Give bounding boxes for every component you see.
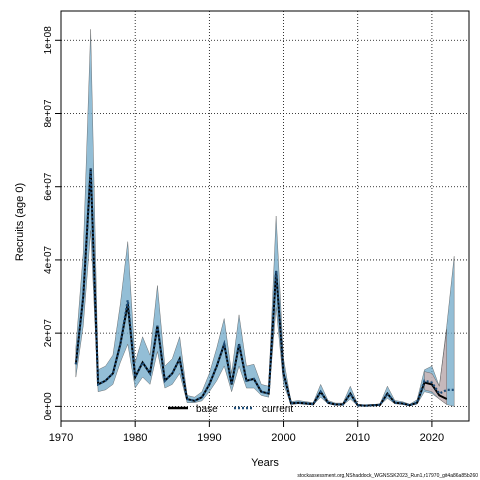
x-axis: 1970 1980 1990 2000 2010 2020 — [49, 421, 444, 444]
series-line-current — [74, 168, 455, 407]
y-tick-label: 8e+07 — [43, 99, 54, 128]
x-tick-label: 1990 — [197, 432, 221, 444]
x-tick-label: 2020 — [420, 432, 444, 444]
x-axis-label: Years — [251, 457, 279, 469]
legend-label-current: current — [262, 404, 293, 415]
y-axis: 0e+00 2e+07 4e+07 6e+07 8e+07 1e+08 — [43, 26, 61, 421]
footer-note: stockassessment.org,NShaddock_WGNSSK2023… — [297, 473, 478, 479]
y-tick-label: 6e+07 — [43, 172, 54, 201]
y-tick-label: 1e+08 — [43, 26, 54, 55]
y-tick-label: 2e+07 — [43, 319, 54, 348]
confidence-band-base — [424, 329, 447, 405]
x-tick-label: 2010 — [345, 432, 369, 444]
legend-label-base: base — [196, 404, 218, 415]
y-tick-label: 0e+00 — [43, 392, 54, 421]
legend: base current — [168, 404, 293, 415]
y-tick-label: 4e+07 — [43, 245, 54, 274]
grid-lines — [60, 11, 469, 421]
y-axis-label: Recruits (age 0) — [14, 183, 26, 261]
plot-frame — [60, 10, 470, 422]
x-tick-label: 1970 — [49, 432, 73, 444]
series-lines — [74, 168, 455, 407]
x-tick-label: 1980 — [123, 432, 147, 444]
series-line-base — [74, 168, 448, 407]
x-tick-label: 2000 — [271, 432, 295, 444]
